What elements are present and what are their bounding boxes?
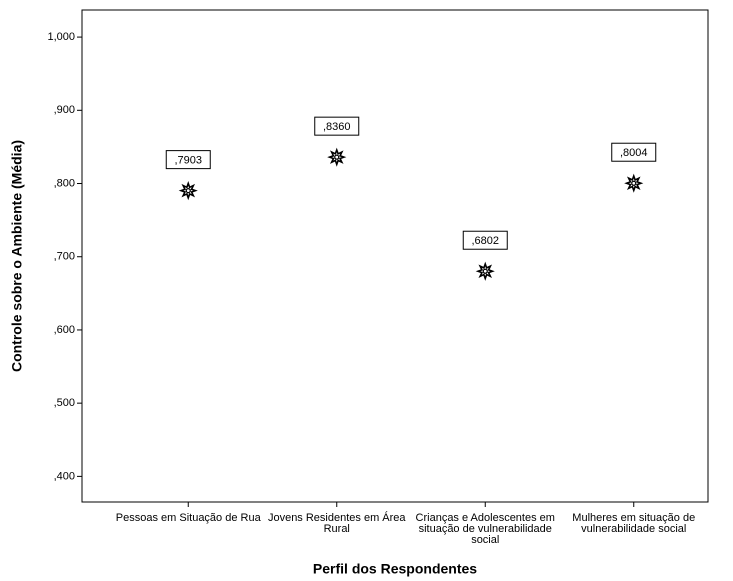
y-tick-label: 1,000 [47, 31, 75, 43]
value-label: ,8360 [323, 121, 351, 133]
marker-center [631, 180, 637, 186]
value-label-box [462, 230, 508, 250]
value-label-box [165, 150, 211, 170]
value-label-box [611, 142, 657, 162]
value-label: ,6802 [471, 235, 499, 247]
marker-center [482, 268, 488, 274]
marker-center [334, 154, 340, 160]
y-tick-label: ,400 [54, 470, 75, 482]
y-tick-label: ,700 [54, 251, 75, 263]
y-tick-label: ,900 [54, 104, 75, 116]
x-tick-label: Jovens Residentes em Área Rural [267, 512, 406, 535]
marker-center [185, 188, 191, 194]
value-label: ,7903 [174, 155, 202, 167]
value-label: ,8004 [620, 147, 648, 159]
x-axis-title: Perfil dos Respondentes [313, 561, 477, 577]
y-tick-label: ,600 [54, 324, 75, 336]
value-label-box [314, 116, 360, 136]
y-tick-label: ,500 [54, 397, 75, 409]
x-tick-label: Mulheres em situação de vulnerabilidade … [572, 512, 696, 535]
y-axis-title: Controle sobre o Ambiente (Média) [9, 140, 25, 372]
x-tick-label: Pessoas em Situação de Rua [115, 512, 261, 524]
x-tick-label: Crianças e Adolescentes em situação de v… [415, 512, 555, 546]
y-tick-label: ,800 [54, 177, 75, 189]
plot-frame [81, 9, 709, 503]
